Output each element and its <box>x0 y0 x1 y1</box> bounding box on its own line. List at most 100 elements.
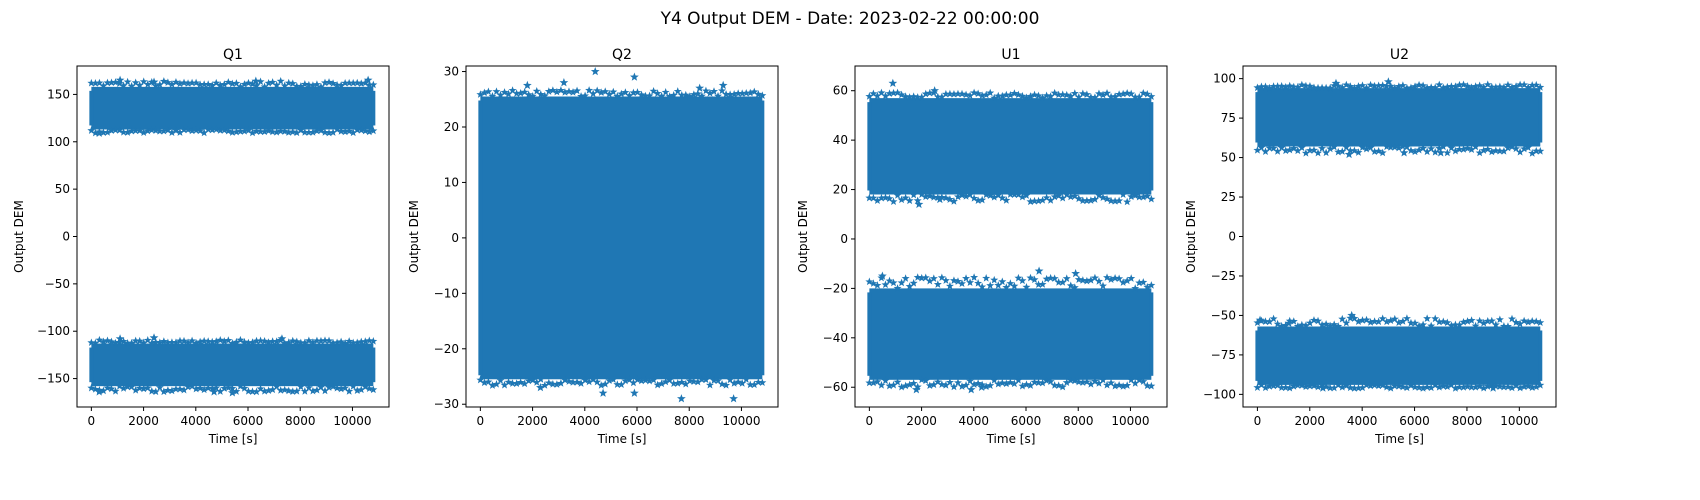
data-point <box>184 79 193 87</box>
data-point <box>103 383 112 392</box>
data-point <box>1086 93 1095 101</box>
data-point <box>933 193 942 202</box>
data-point <box>1026 197 1035 206</box>
data-point <box>1499 83 1508 91</box>
data-point <box>905 196 914 205</box>
data-point <box>252 336 261 345</box>
data-point <box>1342 318 1351 327</box>
data-point <box>1099 375 1107 384</box>
data-point <box>1491 382 1500 390</box>
data-point <box>617 89 626 98</box>
data-point <box>171 126 180 134</box>
data-point <box>488 92 497 100</box>
data-point <box>1038 93 1047 102</box>
data-point <box>296 82 305 90</box>
data-point <box>1135 375 1144 384</box>
data-point <box>637 90 646 99</box>
data-point <box>492 380 501 388</box>
y-axis-label: Output DEM <box>12 200 26 273</box>
data-point <box>1253 146 1262 154</box>
data-point <box>661 377 670 386</box>
data-point <box>155 338 164 347</box>
data-point <box>99 337 108 346</box>
data-point <box>337 384 346 393</box>
data-point <box>1265 317 1274 326</box>
data-point <box>272 81 281 89</box>
data-point <box>540 91 549 100</box>
data-point <box>349 382 358 390</box>
data-point <box>1398 142 1407 150</box>
data-point-outlier <box>536 382 545 392</box>
data-point <box>1524 317 1533 326</box>
data-point-outlier <box>1331 78 1341 88</box>
data-point <box>881 91 890 100</box>
data-point <box>913 273 922 281</box>
data-point <box>1479 83 1488 91</box>
data-point-outlier <box>94 387 104 396</box>
data-point <box>316 336 325 345</box>
data-point <box>1273 82 1282 90</box>
data-point <box>333 80 342 89</box>
data-point <box>1265 382 1274 390</box>
data-point <box>135 126 144 135</box>
data-point <box>1099 281 1107 290</box>
data-point <box>1082 276 1091 285</box>
y-tick-label: 0 <box>840 232 848 246</box>
data-point <box>1257 82 1266 91</box>
data-point <box>982 90 991 99</box>
data-point <box>228 128 237 136</box>
data-point <box>1374 81 1383 90</box>
data-point <box>232 127 241 136</box>
data-point <box>1479 383 1488 392</box>
data-point <box>1026 273 1035 282</box>
data-cluster-body <box>91 86 374 130</box>
data-point <box>119 81 128 90</box>
x-tick-label: 8000 <box>1063 414 1094 428</box>
data-point <box>929 274 938 282</box>
data-point-outlier <box>677 394 686 403</box>
data-point <box>1471 82 1480 90</box>
data-point <box>897 195 906 204</box>
data-point <box>236 335 245 344</box>
data-point <box>163 78 172 86</box>
data-point <box>710 87 718 95</box>
data-point <box>1099 90 1107 99</box>
data-cluster <box>87 76 378 137</box>
data-point <box>1030 196 1039 205</box>
data-point <box>276 127 285 135</box>
data-point <box>212 337 221 345</box>
data-point <box>127 82 136 90</box>
data-point <box>978 282 987 291</box>
data-point-outlier <box>115 334 125 343</box>
data-point <box>1050 192 1059 201</box>
data-point <box>329 79 338 87</box>
x-tick-label: 0 <box>1254 414 1262 428</box>
data-point <box>192 126 201 134</box>
data-point <box>284 386 293 395</box>
data-point <box>974 89 983 98</box>
data-point <box>1111 381 1120 390</box>
data-point <box>1030 90 1039 99</box>
data-point <box>361 78 370 87</box>
data-point <box>131 126 140 135</box>
data-point <box>1074 194 1083 203</box>
data-point <box>123 77 132 86</box>
data-point <box>1528 316 1537 325</box>
data-point <box>1042 376 1051 385</box>
data-point <box>357 337 366 346</box>
subplot-u1: 0 2000 4000 6000 8000 10000 60 40 20 0 −20 −40 −60 U1… <box>796 47 1168 446</box>
data-point <box>1415 80 1424 89</box>
axes-frame <box>854 65 1168 408</box>
data-point <box>1326 383 1335 392</box>
data-point <box>349 338 358 347</box>
data-point <box>224 336 233 344</box>
data-point <box>609 87 618 96</box>
data-point <box>1427 321 1436 330</box>
data-point <box>621 88 630 96</box>
data-point <box>1058 382 1067 391</box>
data-point <box>921 273 930 282</box>
data-point <box>962 192 971 200</box>
data-point <box>1014 376 1023 384</box>
data-point <box>244 78 253 87</box>
data-point <box>1115 274 1124 283</box>
